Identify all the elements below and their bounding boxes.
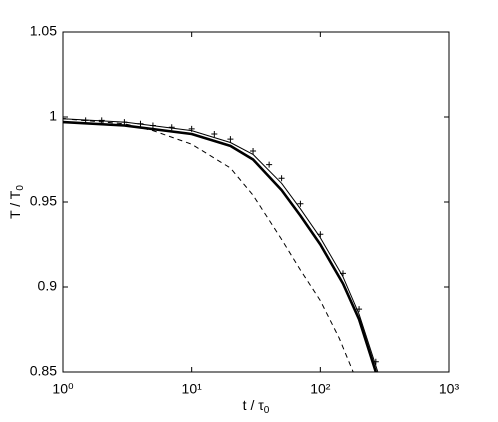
y-tick-label: 1.05 (30, 23, 57, 39)
marker (339, 270, 346, 277)
marker (168, 124, 175, 131)
marker (188, 125, 195, 132)
marker (317, 231, 324, 238)
marker (121, 119, 128, 126)
y-tick-label: 0.85 (30, 363, 57, 379)
marker (297, 200, 304, 207)
marker (278, 175, 285, 182)
marker (98, 117, 105, 124)
x-axis-label-subscript: 0 (264, 405, 270, 416)
marker (227, 136, 234, 143)
marker (82, 117, 89, 124)
y-axis-label-main: T / T (7, 190, 23, 219)
marker (356, 306, 363, 313)
line-series (63, 118, 379, 372)
x-tick-label: 10⁰ (52, 381, 74, 397)
y-tick-label: 1 (49, 108, 57, 124)
marker (137, 120, 144, 127)
line-series (63, 118, 354, 372)
x-axis-label: t / τ0 (243, 397, 270, 416)
y-tick-label: 0.9 (38, 278, 58, 294)
marker (250, 148, 257, 154)
line-series (63, 120, 378, 372)
x-tick-label: 10¹ (182, 381, 203, 397)
x-tick-label: 10³ (439, 381, 460, 397)
x-tick-label: 10² (310, 381, 331, 397)
y-tick-label: 0.95 (30, 193, 57, 209)
marker (149, 122, 156, 129)
marker (63, 115, 66, 122)
x-axis-label-main: t / τ (243, 397, 265, 413)
marker (372, 358, 379, 365)
y-axis-label: T / T0 (7, 185, 26, 219)
marker (266, 161, 273, 168)
y-axis-label-subscript: 0 (15, 185, 26, 191)
marker (211, 131, 218, 137)
